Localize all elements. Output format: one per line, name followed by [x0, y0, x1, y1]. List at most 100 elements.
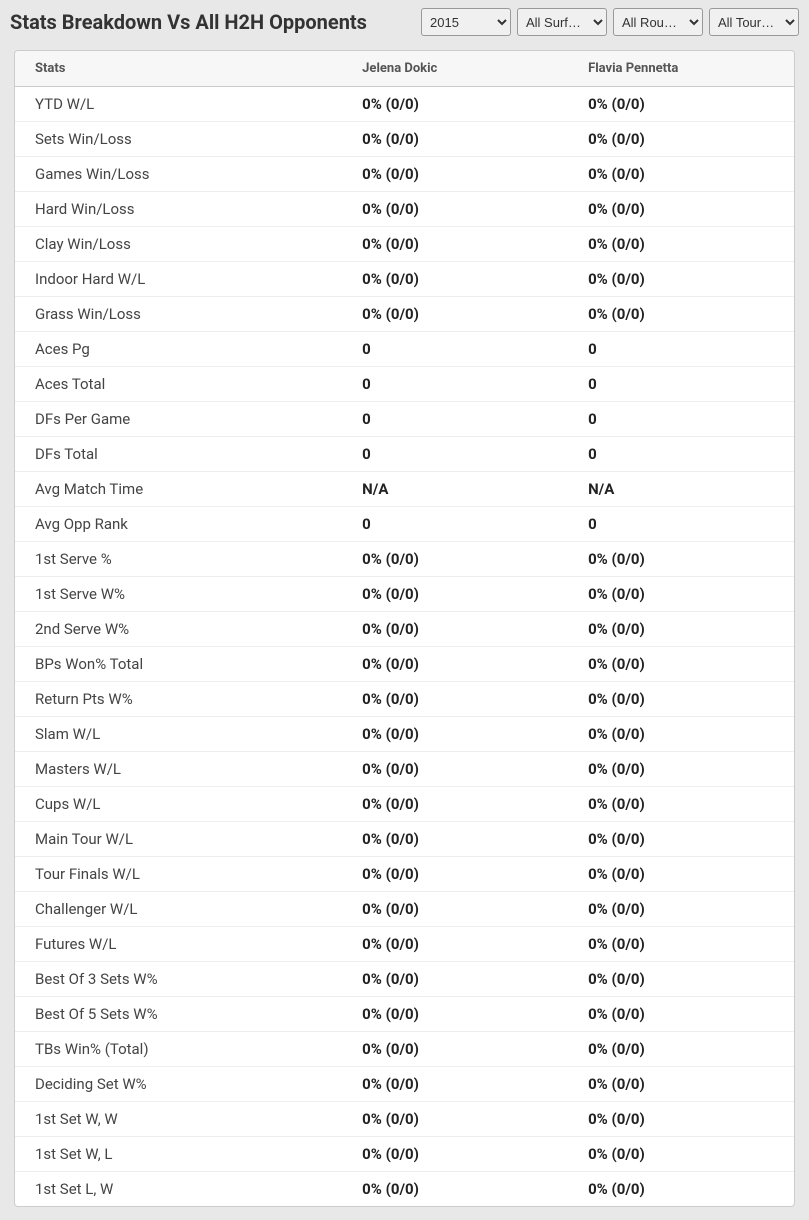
stat-label: Aces Total [15, 367, 342, 402]
stat-val-player1: N/A [342, 472, 568, 507]
table-row: DFs Total00 [15, 437, 794, 472]
stat-val-player1: 0% (0/0) [342, 262, 568, 297]
surface-select[interactable]: All Surf… [517, 8, 607, 36]
table-row: Avg Match TimeN/AN/A [15, 472, 794, 507]
table-row: Best Of 3 Sets W%0% (0/0)0% (0/0) [15, 962, 794, 997]
stat-label: Avg Match Time [15, 472, 342, 507]
stat-label: 1st Serve W% [15, 577, 342, 612]
stat-val-player1: 0% (0/0) [342, 787, 568, 822]
table-row: DFs Per Game00 [15, 402, 794, 437]
stat-val-player2: 0% (0/0) [568, 612, 794, 647]
table-row: 1st Serve %0% (0/0)0% (0/0) [15, 542, 794, 577]
stat-val-player2: 0% (0/0) [568, 647, 794, 682]
stat-label: BPs Won% Total [15, 647, 342, 682]
table-row: TBs Win% (Total)0% (0/0)0% (0/0) [15, 1032, 794, 1067]
table-row: 1st Set L, W0% (0/0)0% (0/0) [15, 1172, 794, 1207]
stat-label: Return Pts W% [15, 682, 342, 717]
stat-label: Cups W/L [15, 787, 342, 822]
table-row: YTD W/L0% (0/0)0% (0/0) [15, 87, 794, 122]
stat-label: DFs Total [15, 437, 342, 472]
col-header-player2: Flavia Pennetta [568, 51, 794, 87]
stat-val-player1: 0% (0/0) [342, 752, 568, 787]
col-header-player1: Jelena Dokic [342, 51, 568, 87]
table-row: Tour Finals W/L0% (0/0)0% (0/0) [15, 857, 794, 892]
stat-val-player2: 0 [568, 437, 794, 472]
stat-val-player2: 0% (0/0) [568, 122, 794, 157]
table-row: Aces Pg00 [15, 332, 794, 367]
stat-val-player1: 0% (0/0) [342, 1137, 568, 1172]
stat-val-player2: 0 [568, 507, 794, 542]
stat-val-player1: 0% (0/0) [342, 122, 568, 157]
table-row: Avg Opp Rank00 [15, 507, 794, 542]
stat-label: Futures W/L [15, 927, 342, 962]
stat-val-player2: 0% (0/0) [568, 1102, 794, 1137]
stat-label: Tour Finals W/L [15, 857, 342, 892]
header: Stats Breakdown Vs All H2H Opponents 201… [0, 0, 809, 44]
stat-val-player2: 0% (0/0) [568, 822, 794, 857]
stat-label: Indoor Hard W/L [15, 262, 342, 297]
table-row: Grass Win/Loss0% (0/0)0% (0/0) [15, 297, 794, 332]
stat-val-player2: 0% (0/0) [568, 1067, 794, 1102]
stat-val-player2: 0% (0/0) [568, 717, 794, 752]
stats-table: Stats Jelena Dokic Flavia Pennetta YTD W… [15, 51, 794, 1206]
stat-val-player1: 0 [342, 507, 568, 542]
stat-val-player1: 0% (0/0) [342, 1032, 568, 1067]
round-select[interactable]: All Rou… [613, 8, 703, 36]
stat-val-player2: 0% (0/0) [568, 192, 794, 227]
stat-val-player2: 0% (0/0) [568, 997, 794, 1032]
stat-val-player1: 0% (0/0) [342, 927, 568, 962]
stat-val-player2: 0% (0/0) [568, 752, 794, 787]
stat-val-player1: 0% (0/0) [342, 577, 568, 612]
stat-label: Grass Win/Loss [15, 297, 342, 332]
stat-val-player1: 0% (0/0) [342, 682, 568, 717]
stat-val-player1: 0% (0/0) [342, 227, 568, 262]
stat-val-player2: 0% (0/0) [568, 1032, 794, 1067]
stat-label: Hard Win/Loss [15, 192, 342, 227]
stat-label: DFs Per Game [15, 402, 342, 437]
table-row: Best Of 5 Sets W%0% (0/0)0% (0/0) [15, 997, 794, 1032]
stat-val-player1: 0% (0/0) [342, 192, 568, 227]
stat-val-player2: 0 [568, 367, 794, 402]
stat-label: 1st Serve % [15, 542, 342, 577]
filters: 2015 All Surf… All Rou… All Tour… [421, 8, 799, 36]
tour-select[interactable]: All Tour… [709, 8, 799, 36]
stat-val-player1: 0 [342, 437, 568, 472]
table-row: 1st Set W, W0% (0/0)0% (0/0) [15, 1102, 794, 1137]
stat-val-player1: 0% (0/0) [342, 1102, 568, 1137]
stat-val-player2: 0% (0/0) [568, 157, 794, 192]
table-row: Cups W/L0% (0/0)0% (0/0) [15, 787, 794, 822]
table-row: 1st Set W, L0% (0/0)0% (0/0) [15, 1137, 794, 1172]
stat-val-player1: 0% (0/0) [342, 87, 568, 122]
table-row: Challenger W/L0% (0/0)0% (0/0) [15, 892, 794, 927]
table-row: Futures W/L0% (0/0)0% (0/0) [15, 927, 794, 962]
table-row: Aces Total00 [15, 367, 794, 402]
table-row: 2nd Serve W%0% (0/0)0% (0/0) [15, 612, 794, 647]
stat-val-player2: 0% (0/0) [568, 87, 794, 122]
stat-val-player1: 0% (0/0) [342, 1172, 568, 1207]
stat-label: 1st Set W, L [15, 1137, 342, 1172]
stat-val-player1: 0% (0/0) [342, 612, 568, 647]
stat-val-player2: 0% (0/0) [568, 1172, 794, 1207]
stat-val-player1: 0% (0/0) [342, 997, 568, 1032]
stat-val-player2: 0% (0/0) [568, 542, 794, 577]
stat-val-player1: 0% (0/0) [342, 647, 568, 682]
stat-label: Challenger W/L [15, 892, 342, 927]
stat-val-player1: 0 [342, 402, 568, 437]
stat-val-player2: 0% (0/0) [568, 857, 794, 892]
stat-val-player1: 0% (0/0) [342, 892, 568, 927]
stat-val-player1: 0% (0/0) [342, 717, 568, 752]
stat-label: Games Win/Loss [15, 157, 342, 192]
stat-val-player1: 0% (0/0) [342, 822, 568, 857]
table-row: Return Pts W%0% (0/0)0% (0/0) [15, 682, 794, 717]
page-title: Stats Breakdown Vs All H2H Opponents [10, 10, 367, 34]
stat-val-player2: 0% (0/0) [568, 927, 794, 962]
stat-val-player2: 0 [568, 332, 794, 367]
table-row: Main Tour W/L0% (0/0)0% (0/0) [15, 822, 794, 857]
stat-val-player2: 0% (0/0) [568, 297, 794, 332]
year-select[interactable]: 2015 [421, 8, 511, 36]
stat-val-player1: 0% (0/0) [342, 962, 568, 997]
stat-label: Deciding Set W% [15, 1067, 342, 1102]
stat-label: 1st Set L, W [15, 1172, 342, 1207]
stat-val-player2: 0 [568, 402, 794, 437]
stat-val-player2: 0% (0/0) [568, 892, 794, 927]
